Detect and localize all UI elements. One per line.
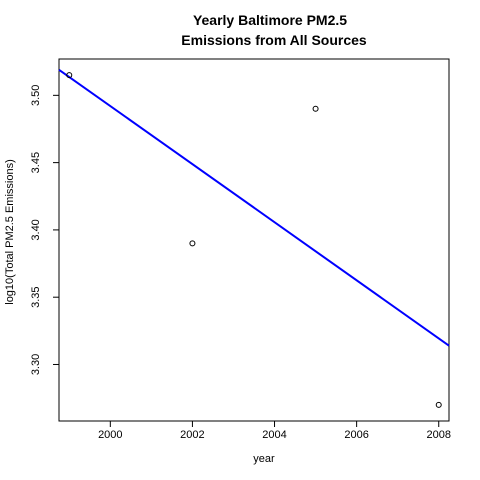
y-tick-label: 3.45 (30, 152, 42, 173)
x-tick-label: 2000 (98, 429, 122, 441)
regression-line-group (58, 68, 450, 347)
x-axis: 2000 2002 2004 2006 2008 (98, 421, 451, 441)
chart-title-line-1: Yearly Baltimore PM2.5 (193, 12, 347, 28)
data-point (312, 105, 319, 112)
data-point (435, 401, 442, 408)
data-points (66, 72, 442, 408)
x-axis-label: year (253, 453, 275, 465)
y-tick-label: 3.30 (30, 354, 42, 375)
chart-title-line-2: Emissions from All Sources (181, 32, 367, 48)
data-point (66, 72, 73, 79)
x-tick-label: 2004 (262, 429, 286, 441)
x-tick-label: 2008 (426, 429, 450, 441)
regression-line (58, 68, 450, 347)
x-tick-label: 2006 (344, 429, 368, 441)
y-axis: 3.30 3.35 3.40 3.45 3.50 (30, 85, 59, 375)
y-tick-label: 3.40 (30, 219, 42, 240)
data-point (189, 240, 196, 247)
plot-frame (58, 58, 450, 422)
x-tick-label: 2002 (180, 429, 204, 441)
y-tick-label: 3.35 (30, 286, 42, 307)
y-axis-label: log10(Total PM2.5 Emissions) (4, 159, 16, 305)
y-tick-label: 3.50 (30, 85, 42, 106)
